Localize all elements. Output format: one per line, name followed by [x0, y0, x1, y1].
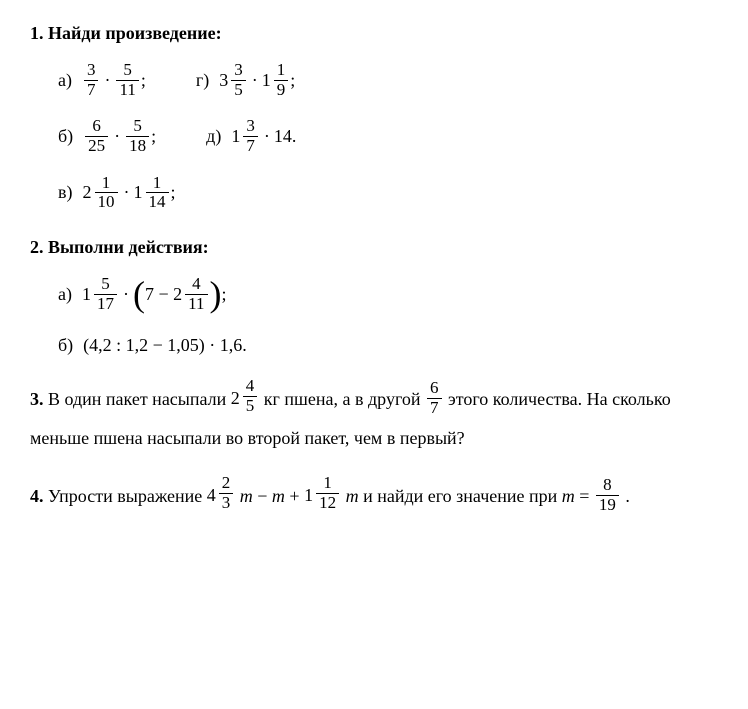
row-a-g: а) 3 7 · 5 11 ; г) 3 3	[58, 61, 718, 99]
text-2: кг пшена, а в другой	[264, 389, 425, 409]
label-1d: д)	[206, 123, 221, 150]
int-7: 7	[145, 281, 154, 308]
period: .	[625, 486, 630, 506]
dot: ·	[123, 281, 129, 308]
mixed-1: 4 2 3	[207, 476, 236, 514]
mixed-1: 1 5 17	[82, 275, 119, 313]
text-2: и найди его значение при	[363, 486, 562, 506]
item-1g: г) 3 3 5 · 1 1 9 ;	[196, 61, 295, 99]
semicolon: ;	[171, 179, 176, 206]
mixed-2: 1 1 12	[304, 476, 341, 514]
problem-title: Найди произведение:	[48, 23, 222, 43]
label-2b: б)	[58, 332, 73, 359]
problem-title: Выполни действия:	[48, 237, 209, 257]
mixed-1: 2 4 5	[231, 379, 260, 417]
expr-1g: 3 3 5 · 1 1 9 ;	[219, 61, 295, 99]
plus: +	[289, 486, 304, 506]
semicolon: ;	[222, 281, 227, 308]
problProblem-number: 4.	[30, 486, 44, 506]
problem-2: 2. Выполни действия: а) 1 5 17 · ( 7 − 2…	[30, 234, 718, 358]
item-2a: а) 1 5 17 · ( 7 − 2 4 11 ) ;	[58, 275, 718, 313]
frac-2: 6 7	[427, 379, 442, 417]
problem-1: 1. Найди произведение: а) 3 7 · 5 11 ; г…	[30, 20, 718, 212]
dot: ·	[264, 123, 270, 150]
item-2b: б) (4,2 : 1,2 − 1,05) · 1,6.	[58, 332, 718, 359]
right-paren: )	[210, 280, 222, 309]
left-paren: (	[133, 280, 145, 309]
int-14: 14	[274, 123, 292, 150]
item-1b: б) 6 25 · 5 18 ;	[58, 117, 156, 155]
mixed-2: 1 1 9	[262, 61, 291, 99]
problem-4: 4. Упрости выражение 4 2 3 m − m + 1 1 1…	[30, 478, 718, 517]
var-m-3: m	[346, 486, 359, 506]
expr-2a: 1 5 17 · ( 7 − 2 4 11 ) ;	[82, 275, 227, 313]
problem-number: 2.	[30, 237, 44, 257]
semicolon: ;	[141, 67, 146, 94]
problem-3-text: 3. В один пакет насыпали 2 4 5 кг пшена,…	[30, 381, 718, 456]
row-b-d: б) 6 25 · 5 18 ; д) 1 3	[58, 117, 718, 155]
problem-2-header: 2. Выполни действия:	[30, 234, 718, 261]
semicolon: ;	[151, 123, 156, 150]
dot: ·	[252, 67, 258, 94]
mixed-2: 2 4 11	[173, 275, 209, 313]
mixed-1: 3 3 5	[219, 61, 248, 99]
mixed-1: 2 1 10	[83, 174, 120, 212]
equals: =	[579, 486, 594, 506]
frac-2: 5 11	[116, 61, 138, 99]
label-1g: г)	[196, 67, 209, 94]
problem-number: 1.	[30, 23, 44, 43]
mixed-2: 1 1 14	[134, 174, 171, 212]
dot: ·	[114, 123, 120, 150]
var-m-1: m	[240, 486, 253, 506]
period: .	[292, 123, 297, 150]
text-1: Упрости выражение	[48, 486, 207, 506]
problem-1-header: 1. Найди произведение:	[30, 20, 718, 47]
frac-3: 8 19	[596, 476, 619, 514]
text-1: В один пакет насыпали	[48, 389, 231, 409]
problem-number: 3.	[30, 389, 44, 409]
frac-1: 6 25	[85, 117, 108, 155]
problem-4-text: 4. Упрости выражение 4 2 3 m − m + 1 1 1…	[30, 478, 718, 517]
item-1v: в) 2 1 10 · 1 1 14 ;	[58, 174, 718, 212]
dot: ·	[104, 67, 110, 94]
problem-3: 3. В один пакет насыпали 2 4 5 кг пшена,…	[30, 381, 718, 456]
dot: ·	[124, 179, 130, 206]
semicolon: ;	[290, 67, 295, 94]
minus: −	[257, 486, 272, 506]
label-2a: а)	[58, 281, 72, 308]
expr-1b: 6 25 · 5 18 ;	[83, 117, 156, 155]
expr-1d: 1 3 7 · 14 .	[231, 117, 296, 155]
expr-1v: 2 1 10 · 1 1 14 ;	[83, 174, 176, 212]
label-1v: в)	[58, 179, 73, 206]
expr-1a: 3 7 · 5 11 ;	[82, 61, 146, 99]
label-1a: а)	[58, 67, 72, 94]
frac-2: 5 18	[126, 117, 149, 155]
mixed-1: 1 3 7	[231, 117, 260, 155]
item-1a: а) 3 7 · 5 11 ;	[58, 61, 146, 99]
var-m-2: m	[272, 486, 285, 506]
expr-2b: (4,2 : 1,2 − 1,05) · 1,6.	[83, 332, 247, 359]
label-1b: б)	[58, 123, 73, 150]
frac-1: 3 7	[84, 61, 99, 99]
minus: −	[154, 281, 173, 308]
item-1d: д) 1 3 7 · 14 .	[206, 117, 296, 155]
var-m-4: m	[562, 486, 575, 506]
